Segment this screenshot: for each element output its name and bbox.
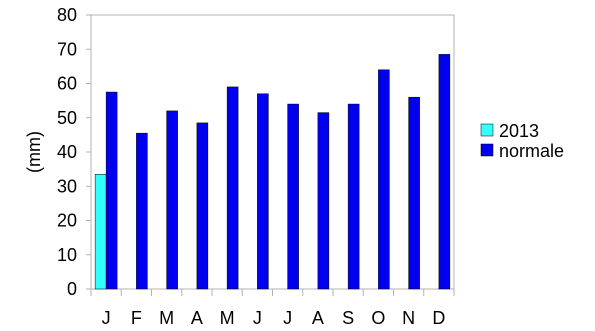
bar-normale (378, 69, 390, 290)
bar-normale (105, 91, 118, 290)
y-axis-tick-labels: 0 10 20 30 40 50 60 70 80 (57, 5, 77, 299)
x-tick-label: F (131, 308, 142, 328)
y-tick-label: 20 (57, 211, 77, 231)
x-tick-label: A (191, 308, 203, 328)
legend-swatch (480, 123, 494, 137)
bar-normale (317, 112, 330, 290)
y-tick-label: 80 (57, 5, 77, 25)
bar-normale (347, 103, 360, 290)
plot-area-frame (90, 14, 455, 290)
x-tick-label: J (283, 308, 292, 328)
y-tick-label: 0 (67, 279, 77, 299)
y-tick-label: 60 (57, 74, 77, 94)
x-tick-label: O (371, 308, 385, 328)
x-tick-label: D (432, 308, 445, 328)
bar-normale (257, 93, 269, 290)
x-tick-label: A (312, 308, 324, 328)
bar-normale (136, 132, 148, 290)
bar-2013 (94, 174, 107, 290)
bar-normale (166, 110, 178, 290)
y-tick-label: 40 (57, 142, 77, 162)
bar-normale (226, 86, 239, 290)
y-tick-label: 10 (57, 245, 77, 265)
x-tick-label: J (253, 308, 262, 328)
bar-normale (196, 122, 209, 290)
x-tick-label: S (342, 308, 354, 328)
y-axis-label: (mm) (24, 131, 44, 173)
x-axis-ticks (90, 289, 455, 296)
y-axis-ticks (86, 14, 91, 290)
legend-swatch (480, 143, 494, 157)
bar-normale (287, 103, 299, 290)
x-tick-label: J (102, 308, 111, 328)
x-tick-label: N (402, 308, 415, 328)
x-tick-label: M (220, 308, 235, 328)
y-tick-label: 50 (57, 108, 77, 128)
y-tick-label: 30 (57, 176, 77, 196)
bar-normale (438, 54, 451, 290)
bars-group (94, 54, 451, 290)
x-tick-label: M (159, 308, 174, 328)
legend-label: normale (499, 141, 564, 161)
y-tick-label: 70 (57, 39, 77, 59)
bar-normale (408, 96, 420, 290)
legend-label: 2013 (499, 121, 539, 141)
